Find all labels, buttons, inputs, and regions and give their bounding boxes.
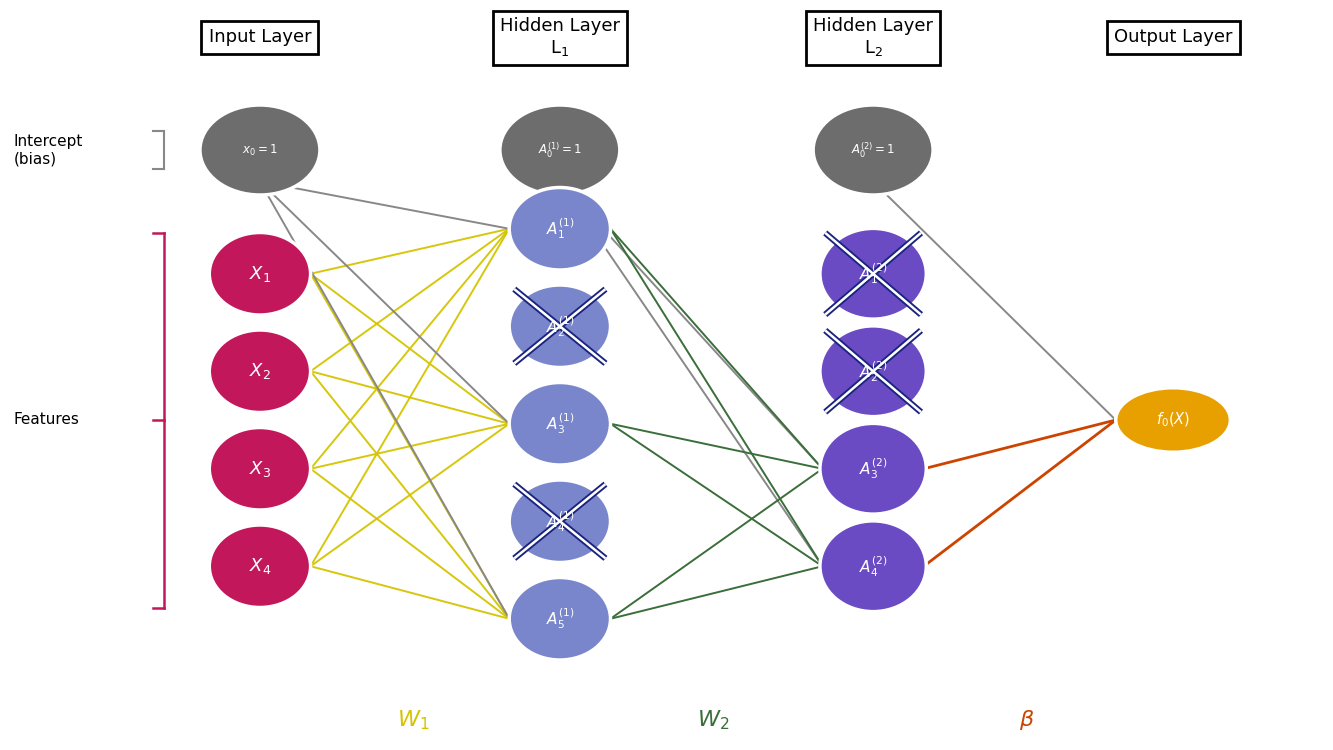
- Ellipse shape: [509, 578, 611, 660]
- Ellipse shape: [509, 480, 611, 562]
- Ellipse shape: [209, 232, 311, 315]
- Ellipse shape: [200, 105, 320, 195]
- Text: $\beta$: $\beta$: [1018, 708, 1034, 732]
- Text: $A_4^{(2)}$: $A_4^{(2)}$: [858, 554, 888, 579]
- Ellipse shape: [209, 330, 311, 412]
- Ellipse shape: [209, 525, 311, 608]
- Ellipse shape: [209, 427, 311, 510]
- Text: Hidden Layer
L$_2$: Hidden Layer L$_2$: [813, 17, 933, 58]
- Text: $A_2^{(1)}$: $A_2^{(1)}$: [545, 314, 575, 339]
- Text: $A_3^{(1)}$: $A_3^{(1)}$: [545, 411, 575, 436]
- Ellipse shape: [820, 520, 926, 612]
- Ellipse shape: [820, 326, 926, 417]
- Ellipse shape: [509, 285, 611, 368]
- Ellipse shape: [1116, 388, 1230, 452]
- Text: Intercept
(bias): Intercept (bias): [13, 134, 83, 166]
- Ellipse shape: [820, 423, 926, 514]
- Text: $A_4^{(1)}$: $A_4^{(1)}$: [545, 509, 575, 534]
- Text: $A_3^{(2)}$: $A_3^{(2)}$: [858, 456, 888, 482]
- Ellipse shape: [509, 188, 611, 270]
- Text: $X_2$: $X_2$: [249, 362, 271, 381]
- Text: $f_0(X)$: $f_0(X)$: [1156, 411, 1190, 429]
- Text: $W_1$: $W_1$: [397, 708, 429, 732]
- Text: $A_0^{(1)} = 1$: $A_0^{(1)} = 1$: [537, 140, 583, 160]
- Text: Hidden Layer
L$_1$: Hidden Layer L$_1$: [500, 17, 620, 58]
- Text: $x_0 = 1$: $x_0 = 1$: [243, 142, 277, 158]
- Text: Output Layer: Output Layer: [1114, 28, 1232, 46]
- Text: $X_3$: $X_3$: [249, 459, 271, 478]
- Ellipse shape: [500, 105, 620, 195]
- Text: $A_1^{(2)}$: $A_1^{(2)}$: [858, 261, 888, 286]
- Text: Features: Features: [13, 413, 79, 428]
- Ellipse shape: [820, 228, 926, 320]
- Text: $X_1$: $X_1$: [249, 264, 271, 284]
- Ellipse shape: [813, 105, 933, 195]
- Text: $W_2$: $W_2$: [697, 708, 729, 732]
- Text: $X_4$: $X_4$: [249, 556, 271, 576]
- Text: Input Layer: Input Layer: [209, 28, 311, 46]
- Text: $A_2^{(2)}$: $A_2^{(2)}$: [858, 358, 888, 384]
- Text: $A_1^{(1)}$: $A_1^{(1)}$: [545, 216, 575, 242]
- Text: $A_5^{(1)}$: $A_5^{(1)}$: [545, 606, 575, 631]
- Ellipse shape: [509, 382, 611, 465]
- Text: $A_0^{(2)} = 1$: $A_0^{(2)} = 1$: [850, 140, 896, 160]
